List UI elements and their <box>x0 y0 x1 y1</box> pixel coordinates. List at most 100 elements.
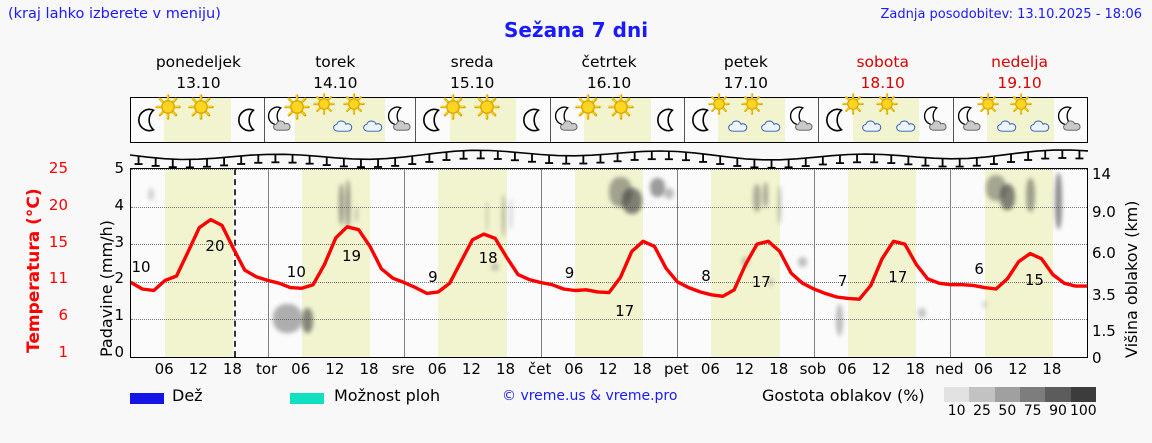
day-separator <box>404 169 406 357</box>
day-date: 15.10 <box>449 74 495 92</box>
icon-cell <box>385 98 415 142</box>
x-tick-label: 06 <box>291 360 311 378</box>
cloud-density-color-ramp <box>944 387 1096 402</box>
temperature-tick: 1 <box>58 343 68 361</box>
copyright-link[interactable]: © vreme.us & vreme.pro <box>502 388 678 404</box>
cloud-blob <box>147 187 155 201</box>
precipitation-tick: 1 <box>114 306 124 325</box>
icon-cell <box>473 94 517 142</box>
x-tick-label: 06 <box>564 360 584 378</box>
temperature-curve <box>131 217 1087 301</box>
meteogram-plot: 10 20 10 19 9 18 9 17 8 17 7 17 6 15 <box>130 168 1088 358</box>
temperature-min-label: 10 <box>131 257 151 276</box>
day-header-3: četrtek 16.10 <box>541 52 678 96</box>
cloud-blob <box>1025 178 1035 213</box>
cloud-ramp-step <box>1070 387 1096 402</box>
x-tick-label: 12 <box>1008 360 1028 378</box>
sun-icon <box>574 94 616 135</box>
day-name: ponedeljek <box>155 53 242 71</box>
sun-icon <box>188 94 229 135</box>
x-tick-label: 18 <box>1042 360 1062 378</box>
cloud-ramp-step <box>944 387 970 402</box>
sun-cloud-icon <box>875 93 918 135</box>
cloud-ramp-tick: 75 <box>1023 403 1042 419</box>
cloud-blob <box>797 257 808 267</box>
cloud-blob <box>752 184 761 213</box>
cloud-blob <box>999 184 1015 211</box>
cloud-blob <box>272 304 303 333</box>
page-title: Sežana 7 dni <box>503 18 649 42</box>
cloud-ramp-step <box>994 387 1020 402</box>
cloud-height-tick: 0 <box>1092 349 1102 367</box>
day-icons-2 <box>416 94 551 142</box>
day-date: 17.10 <box>723 74 769 92</box>
icon-cell <box>819 98 852 142</box>
x-tick-label: 12 <box>188 360 208 378</box>
cloud-ramp-tick: 25 <box>973 403 991 419</box>
temperature-min-label: 6 <box>974 260 984 279</box>
x-tick-label: 18 <box>222 360 242 378</box>
cloud-blob <box>621 187 642 215</box>
day-date: 18.10 <box>860 74 905 92</box>
cloud-height-tick: 14 <box>1092 165 1112 183</box>
last-updated-text: Zadnja posodobitev: 13.10.2025 - 18:06 <box>880 7 1142 22</box>
temperature-tick: 6 <box>58 306 68 325</box>
daylight-band <box>165 169 234 357</box>
day-header-0: ponedeljek 13.10 <box>130 52 267 96</box>
x-tick-label: 06 <box>974 360 994 378</box>
temperature-min-label: 9 <box>428 268 438 287</box>
gridline <box>131 357 1087 358</box>
x-tick-label: 18 <box>359 360 379 378</box>
icon-cell <box>608 94 651 142</box>
sun-cloud-icon <box>313 93 355 135</box>
x-tick-label: 18 <box>769 360 789 378</box>
precipitation-tick: 4 <box>114 195 124 214</box>
daylight-band <box>848 169 917 357</box>
now-marker-line <box>233 169 236 357</box>
cloud-blob <box>301 308 314 333</box>
wind-barb-strip <box>129 143 1089 169</box>
day-name: nedelja <box>991 53 1049 71</box>
day-header-5: sobota 18.10 <box>814 52 951 96</box>
x-tick-label: 12 <box>735 360 755 378</box>
day-separator <box>813 169 815 357</box>
x-tick-day-boundary-label: sre <box>391 360 415 378</box>
cloud-height-tick: 9.0 <box>1092 203 1116 221</box>
temperature-tick: 15 <box>48 232 68 251</box>
cloud-ramp-step <box>1045 387 1071 402</box>
daylight-band <box>438 169 507 357</box>
daylight-band <box>301 169 370 357</box>
location-menu-note[interactable]: (kraj lahko izberete v meniju) <box>8 6 221 22</box>
cloud-ramp-tick: 100 <box>1069 403 1097 419</box>
temperature-max-label: 15 <box>1024 270 1044 289</box>
cloud-blob <box>768 278 774 288</box>
icon-cell <box>919 98 952 142</box>
x-tick-label: 18 <box>632 360 652 378</box>
x-tick-label: 12 <box>461 360 481 378</box>
x-tick-label: 12 <box>598 360 618 378</box>
gridline <box>131 319 1087 321</box>
temperature-max-label: 17 <box>888 267 908 286</box>
x-axis-tick-labels: 06 12 18 tor 06 12 18 sre 06 12 18 čet 06 12 18 pet 06 12… <box>130 360 1088 380</box>
moon-icon <box>418 105 448 135</box>
cloud-blob <box>485 200 488 232</box>
day-date: 16.10 <box>586 74 632 92</box>
gridline <box>131 206 1087 208</box>
cloud-blob <box>339 184 344 226</box>
cloud-blob <box>491 263 500 271</box>
day-icons-6 <box>954 93 1087 142</box>
weather-icon-strip <box>130 93 1088 143</box>
icon-cell <box>551 98 584 142</box>
rain-legend-swatch <box>130 393 164 404</box>
day-date: 19.10 <box>997 74 1042 92</box>
x-tick-label: 18 <box>496 360 516 378</box>
precipitation-tick: 2 <box>114 269 124 288</box>
day-separator <box>950 169 952 357</box>
cloud-height-tick: 3.5 <box>1092 286 1116 304</box>
icon-cell <box>188 94 231 142</box>
icon-cell <box>284 94 326 142</box>
cloud-blob <box>354 206 358 222</box>
day-header-4: petek 17.10 <box>677 52 814 96</box>
icon-cell <box>954 98 987 142</box>
cloud-height-axis-title: Višina oblakov (km) <box>1122 172 1148 362</box>
